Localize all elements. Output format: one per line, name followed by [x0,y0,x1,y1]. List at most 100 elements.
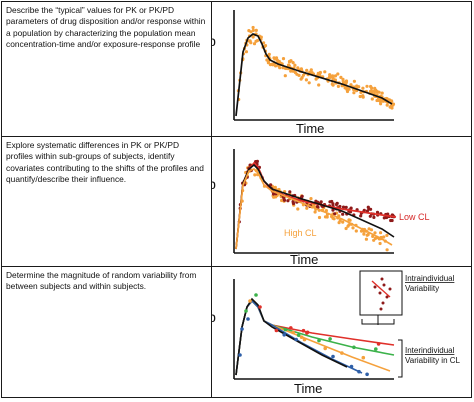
high-cl-dot [253,173,257,177]
high-cl-dot [313,210,317,214]
individual-dot [283,327,288,332]
observation-dot [370,97,374,101]
population-mean-plot: Cp Time [198,10,396,136]
time-axis-label: Time [294,381,322,396]
inset-dot [373,285,377,289]
observation-dot [293,71,298,75]
high-cl-dot [337,221,341,225]
individual-dot [323,346,327,351]
inset-dot [378,291,382,295]
high-cl-dot [323,215,328,219]
typical-curve [235,297,348,376]
observation-dot [361,86,365,90]
observation-dot [251,25,255,30]
low-cl-dot [359,214,363,218]
observation-dot [291,61,295,65]
observation-dot [333,78,337,82]
high-cl-dot [366,232,370,237]
individual-dot [301,328,306,333]
observation-dot [317,83,321,87]
observation-dot [347,87,351,91]
observation-dot [329,75,333,79]
observation-dot [244,50,248,54]
observation-dot [289,59,293,63]
high-cl-dot [373,231,377,235]
observation-dot [343,86,347,90]
low-cl-dot [335,201,339,205]
low-cl-dot [333,212,337,216]
low-cl-dot [315,205,320,209]
individual-observations [238,293,381,377]
individual-dot [340,351,344,355]
observation-dot [287,64,291,68]
inset-curve [371,280,391,298]
observation-dot [352,91,356,95]
observation-dot [263,44,268,48]
observation-dot [297,73,301,77]
observation-dot [314,77,318,81]
low-cl-dot [341,205,346,209]
cp-axis-label: Cp [212,309,216,325]
inter-bracket [398,339,403,378]
observation-dot [373,86,377,90]
high-cl-dot [344,226,348,231]
inset-dot [381,301,385,305]
low-cl-dot [286,199,290,203]
high-cl-dot [351,226,355,230]
observation-dot [339,75,343,79]
high-cl-dot [347,218,351,222]
low-cl-dot [369,207,373,211]
observation-dot [266,60,271,64]
observation-dot [365,84,369,88]
high-cl-curve [235,168,393,250]
individual-dot [374,347,378,351]
observation-dot [251,28,255,32]
individual-dot [357,369,361,374]
variability-label: Variability [405,284,439,293]
individual-dot [291,330,295,335]
observation-dot [309,68,313,72]
inset-dot [379,307,383,311]
high-cl-dot [382,235,386,239]
low-cl-dot [269,183,273,187]
inset-dot [382,283,386,287]
low-cl-dot [255,159,259,163]
high-cl-dot [341,220,345,224]
high-cl-dot [354,229,358,233]
observation-dot [385,103,389,107]
high-cl-label: High CL [284,228,317,238]
row2-description: Explore systematic differences in PK or … [1,136,212,267]
high-cl-dot [378,241,382,246]
high-cl-dot [296,207,300,211]
early-observation [244,309,248,313]
observation-dot [391,103,395,107]
low-cl-dot [338,204,342,209]
individual-dot [349,364,354,369]
cp-axis-label: Cp [212,33,216,49]
low-cl-dot [314,199,318,203]
early-observation [238,353,242,357]
individual-dot [376,342,381,346]
individual-dot [302,337,307,342]
row2-description-text: Explore systematic differences in PK or … [6,140,204,185]
observation-dot [372,89,377,93]
early-observation [246,317,250,321]
low-cl-dot [300,194,304,198]
observation-dot [370,90,374,94]
high-cl-dot [274,195,278,199]
observation-dot [379,102,383,106]
cp-axis-label: Cp [212,176,216,192]
observation-dot [370,86,374,90]
time-axis-label: Time [290,252,318,266]
observation-dot [301,73,305,77]
high-cl-dot [385,248,389,252]
row3-description: Determine the magnitude of random variab… [1,266,212,398]
observation-dot [377,98,381,103]
individual-dot [305,331,309,335]
high-cl-dot [372,238,376,242]
observation-dot [262,41,266,45]
row3-description-text: Determine the magnitude of random variab… [6,270,197,292]
high-cl-dot [369,228,374,232]
inset-dot [380,277,384,281]
